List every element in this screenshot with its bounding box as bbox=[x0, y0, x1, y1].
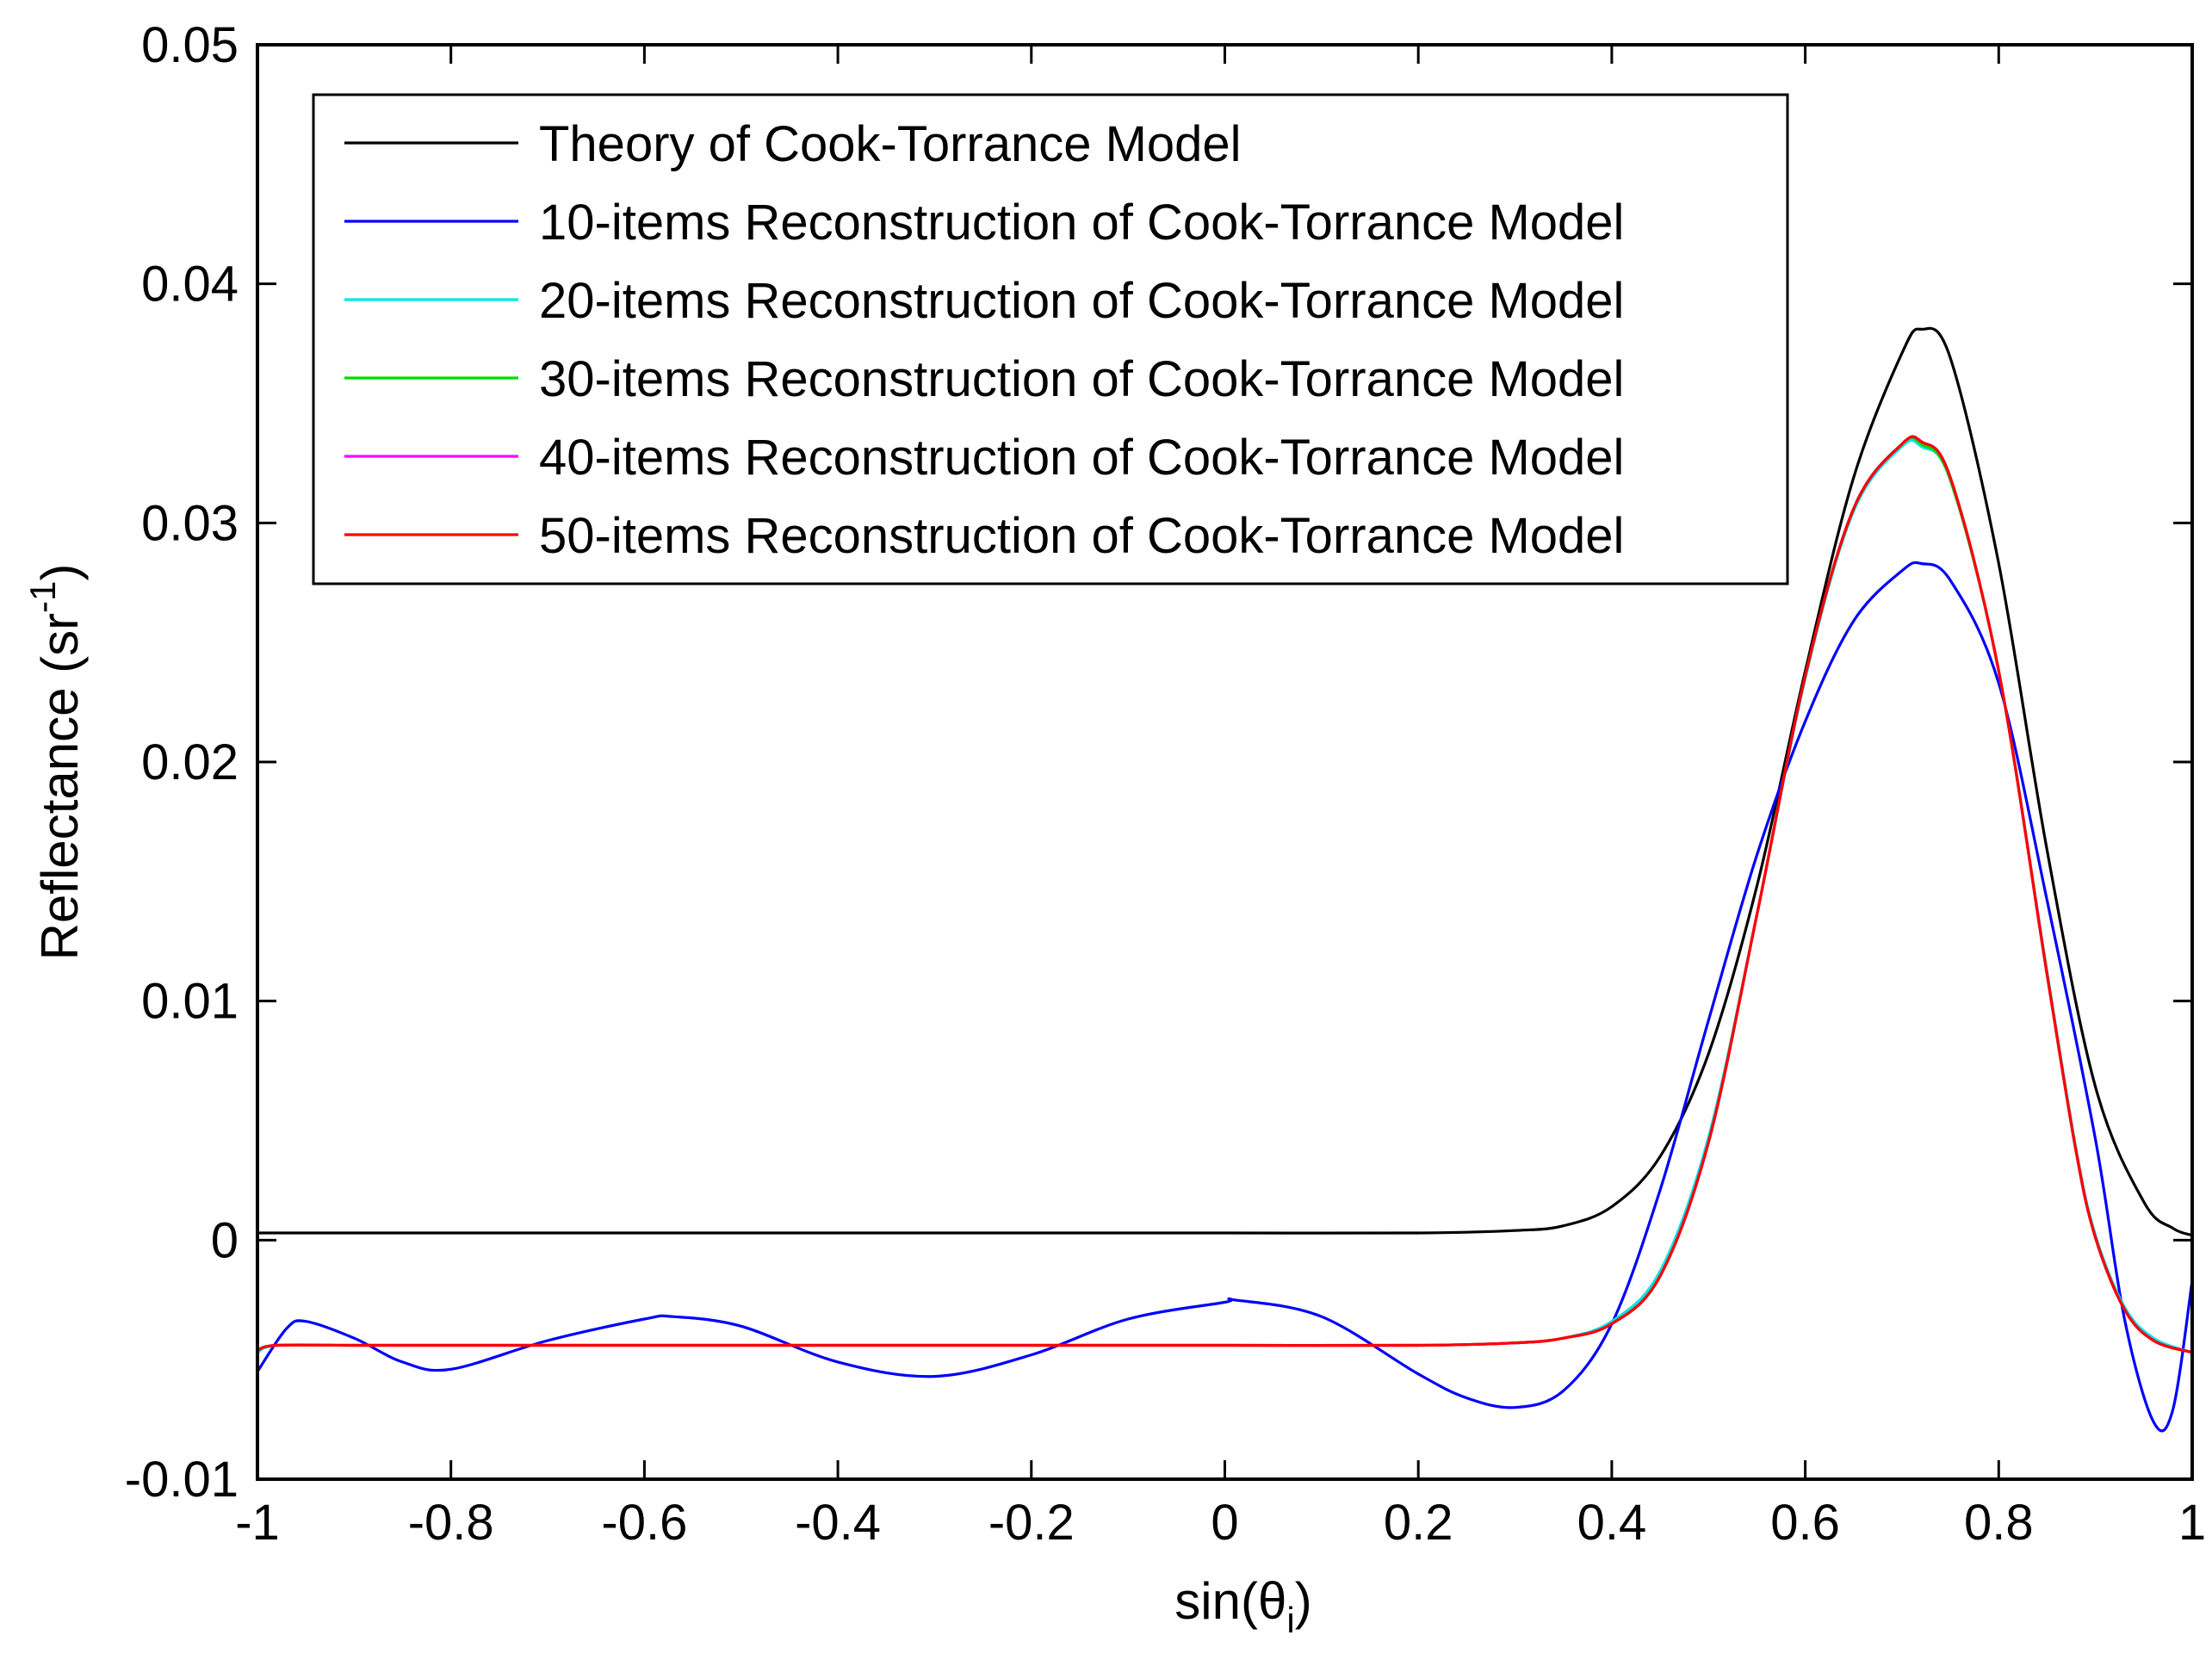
legend-label: 40-items Reconstruction of Cook-Torrance… bbox=[539, 430, 1624, 486]
x-axis-label: sin(θi) bbox=[1174, 1572, 1311, 1640]
legend-item: 50-items Reconstruction of Cook-Torrance… bbox=[344, 508, 1624, 564]
legend-label: 20-items Reconstruction of Cook-Torrance… bbox=[539, 273, 1624, 329]
x-tick-label: 0 bbox=[1211, 1495, 1238, 1551]
x-axis-label-subscript: i bbox=[1286, 1600, 1294, 1640]
legend: Theory of Cook-Torrance Model 10-items Re… bbox=[312, 93, 1789, 585]
y-axis-label: Reflectance (sr-1) bbox=[22, 564, 89, 961]
x-tick-label: -0.8 bbox=[408, 1495, 494, 1551]
y-tick-label: -0.01 bbox=[125, 1452, 239, 1508]
x-tick-label: 0.6 bbox=[1770, 1495, 1840, 1551]
legend-item: 40-items Reconstruction of Cook-Torrance… bbox=[344, 430, 1624, 486]
x-tick-label: -0.2 bbox=[988, 1495, 1075, 1551]
y-tick-label: 0.05 bbox=[141, 17, 239, 73]
legend-entries: Theory of Cook-Torrance Model 10-items Re… bbox=[344, 116, 1624, 564]
series-line-2 bbox=[256, 561, 2194, 1433]
legend-item: 20-items Reconstruction of Cook-Torrance… bbox=[344, 273, 1624, 329]
legend-box bbox=[312, 93, 1789, 585]
series-line-6 bbox=[257, 435, 2193, 1354]
y-axis-label-close: ) bbox=[31, 564, 89, 581]
legend-label: 50-items Reconstruction of Cook-Torrance… bbox=[539, 508, 1624, 564]
x-tick-label: -0.4 bbox=[795, 1495, 881, 1551]
legend-label: 30-items Reconstruction of Cook-Torrance… bbox=[539, 351, 1624, 407]
legend-label: Theory of Cook-Torrance Model bbox=[539, 116, 1242, 172]
y-tick-label: 0.04 bbox=[141, 257, 239, 313]
x-tick-label: 0.8 bbox=[1964, 1495, 2034, 1551]
y-tick-labels: -0.01 0 0.01 0.02 0.03 0.04 0.05 bbox=[125, 17, 239, 1508]
y-tick-label: 0 bbox=[211, 1212, 239, 1268]
x-tick-labels: -1 -0.8 -0.6 -0.4 -0.2 0 0.2 0.4 0.6 0.8 1 bbox=[235, 1495, 2206, 1551]
y-axis-label-superscript: -1 bbox=[22, 581, 63, 613]
y-tick-label: 0.01 bbox=[141, 974, 239, 1030]
series-line-1 bbox=[257, 326, 2193, 1237]
x-tick-label: 1 bbox=[2178, 1495, 2206, 1551]
series-lines bbox=[256, 326, 2194, 1433]
y-tick-label: 0.03 bbox=[141, 495, 239, 551]
legend-item: 10-items Reconstruction of Cook-Torrance… bbox=[344, 195, 1624, 251]
x-tick-label: 0.2 bbox=[1384, 1495, 1453, 1551]
y-axis-label-main: Reflectance (sr bbox=[31, 613, 89, 960]
x-axis-label-main: sin(θ bbox=[1174, 1572, 1286, 1630]
x-tick-label: -1 bbox=[235, 1495, 280, 1551]
x-tick-label: -0.6 bbox=[601, 1495, 687, 1551]
legend-label: 10-items Reconstruction of Cook-Torrance… bbox=[539, 195, 1624, 251]
legend-item: 30-items Reconstruction of Cook-Torrance… bbox=[344, 351, 1624, 407]
x-tick-label: 0.4 bbox=[1577, 1495, 1647, 1551]
x-axis-label-close: ) bbox=[1295, 1572, 1312, 1630]
y-tick-label: 0.02 bbox=[141, 734, 239, 790]
axis-ticks bbox=[256, 43, 2194, 1481]
legend-item: Theory of Cook-Torrance Model bbox=[344, 116, 1242, 172]
